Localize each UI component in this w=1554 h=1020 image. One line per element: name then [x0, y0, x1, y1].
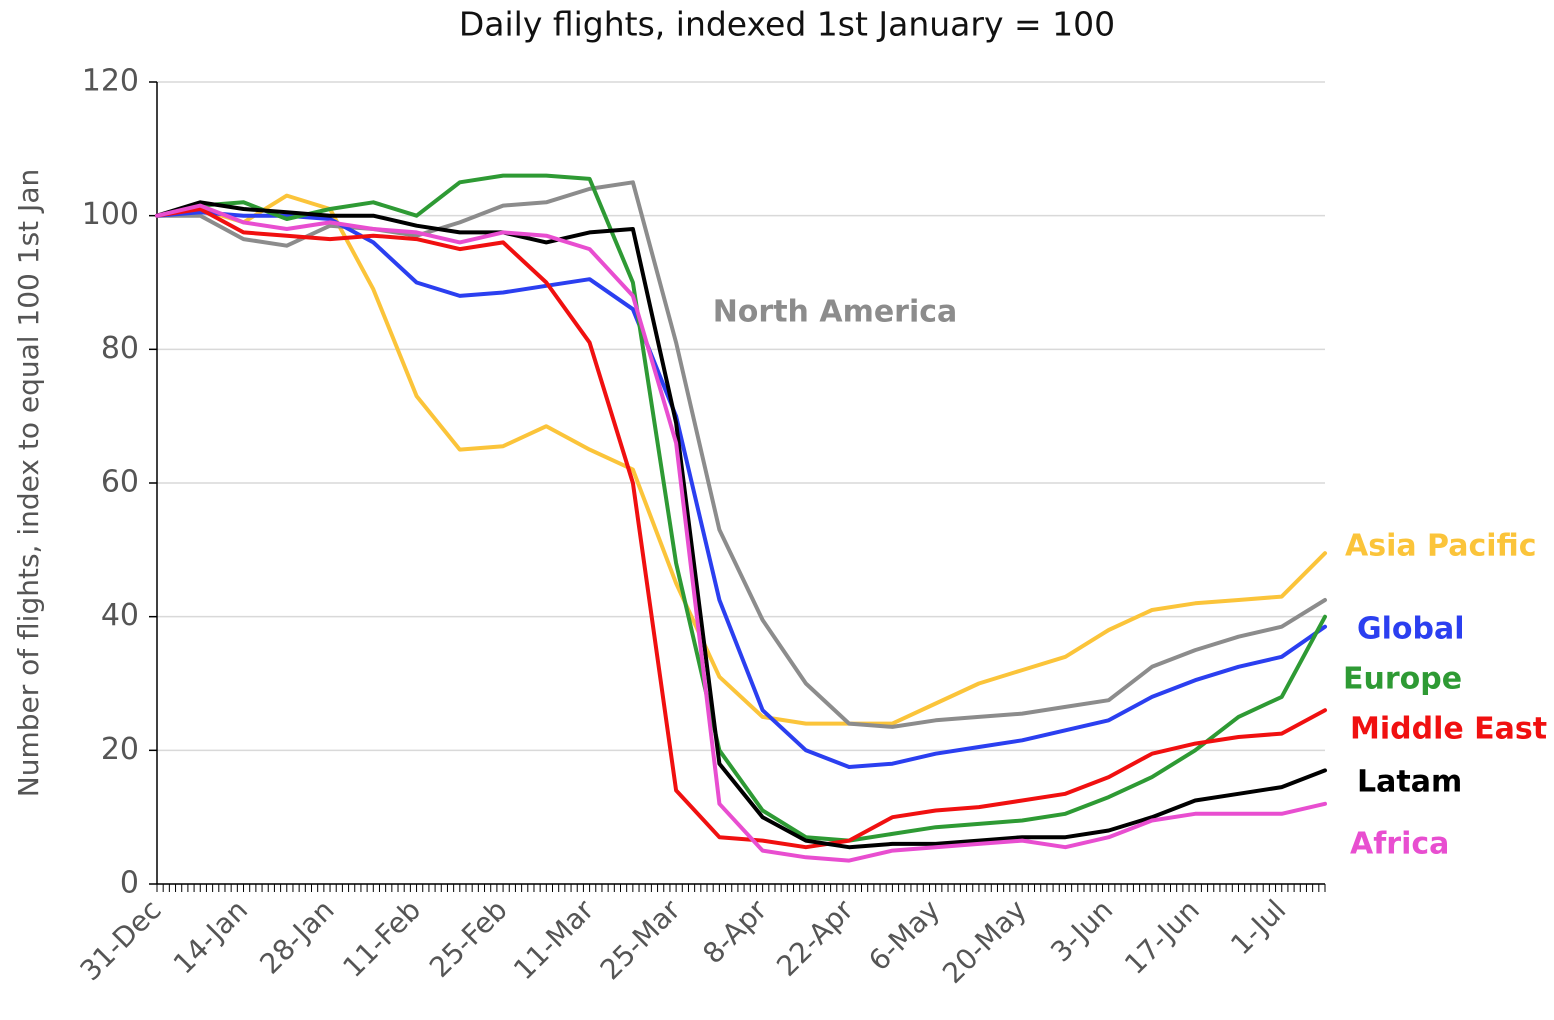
y-axis-label: Number of flights, index to equal 100 1s… [12, 169, 45, 797]
series-line [155, 207, 1327, 850]
y-tick-label: 80 [101, 331, 139, 366]
x-tick-label: 25-Feb [423, 893, 514, 984]
x-tick-label: 28-Jan [253, 893, 340, 980]
x-tick-label: 3-Jun [1044, 893, 1119, 968]
series-label: Latam [1357, 765, 1462, 800]
x-tick-label: 14-Jan [167, 893, 254, 980]
series-label: Global [1357, 612, 1465, 647]
series-line [155, 200, 1327, 850]
series-line [155, 173, 1327, 843]
x-tick-label: 11-Feb [336, 893, 427, 984]
x-tick-label: 1-Jul [1224, 893, 1292, 961]
chart-title: Daily flights, indexed 1st January = 100 [459, 5, 1115, 44]
x-tick-label: 17-Jun [1118, 893, 1206, 981]
x-tick-label: 6-May [862, 893, 946, 977]
x-tick-label: 8-Apr [696, 893, 773, 970]
y-tick-label: 40 [101, 598, 139, 633]
series-label: North America [713, 295, 958, 330]
x-tick-label: 11-Mar [507, 893, 600, 986]
y-tick-label: 0 [120, 866, 139, 901]
series-label: Middle East [1350, 712, 1547, 747]
series-line [155, 210, 1327, 769]
series-line [155, 203, 1327, 863]
x-tick-label: 20-May [936, 893, 1033, 990]
y-tick-label: 100 [82, 197, 139, 232]
series-line [155, 193, 1327, 726]
x-tick-label: 22-Apr [770, 893, 860, 983]
series-label: Europe [1343, 662, 1462, 697]
series-label: Asia Pacific [1345, 529, 1537, 564]
series-line [155, 180, 1327, 729]
series-label: Africa [1350, 827, 1449, 862]
y-tick-label: 120 [82, 64, 139, 99]
x-tick-label: 25-Mar [594, 893, 687, 986]
y-tick-label: 60 [101, 465, 139, 500]
y-tick-label: 20 [101, 732, 139, 767]
x-tick-label: 31-Dec [74, 893, 168, 987]
